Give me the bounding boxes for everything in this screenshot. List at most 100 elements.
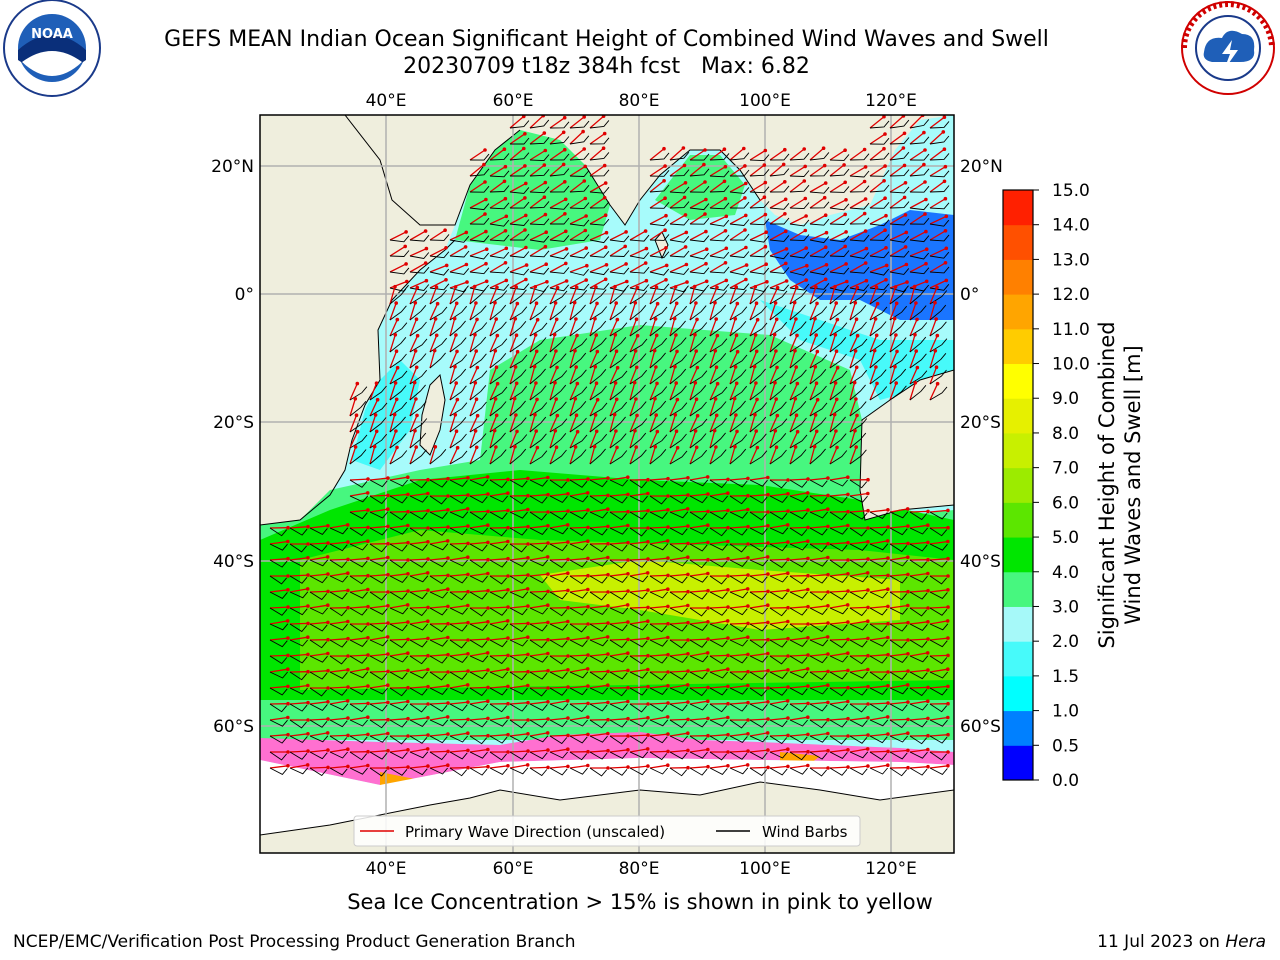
wind-barb [909,543,928,552]
wind-barb [529,450,548,465]
wind-barb [769,401,787,417]
wind-barb [429,751,448,761]
wave-direction-arrow [829,493,848,497]
wind-barb [549,418,568,433]
wave-arrow-head [855,285,860,290]
wave-arrow-head [905,280,909,284]
wave-arrow-head [466,731,470,735]
wind-barb [329,703,349,711]
wave-arrow-head [933,300,937,305]
wind-barb [609,655,628,663]
wind-barb [729,751,748,760]
wave-direction-arrow [849,492,868,497]
wind-barb [509,495,528,505]
wave-arrow-head [803,228,808,233]
wave-direction-arrow [849,541,868,545]
wave-direction-arrow [489,734,509,737]
wave-arrow-head [624,262,628,266]
wave-direction-arrow [889,281,908,289]
wind-barb [269,751,287,761]
wave-arrow-head [525,763,530,767]
wind-barb [309,607,328,615]
wave-arrow-head [786,478,790,482]
wave-direction-arrow [369,494,389,497]
wave-direction-arrow [429,350,436,369]
wave-arrow-head [686,669,690,673]
wind-barb [289,671,308,681]
wave-direction-arrow [609,263,627,273]
wave-arrow-head [894,333,898,337]
wave-arrow-head [752,364,757,369]
wave-arrow-head [546,686,550,690]
wave-direction-arrow [929,131,944,145]
wave-arrow-head [306,652,310,657]
wave-arrow-head [546,589,550,594]
wave-direction-arrow [369,622,389,625]
wind-barb [689,353,707,369]
wind-barb [409,607,428,617]
wave-arrow-head [715,285,719,290]
wave-arrow-head [785,699,790,703]
chart-title: GEFS MEAN Indian Ocean Significant Heigh… [164,27,1049,52]
wave-arrow-head [874,365,878,369]
wave-arrow-head [806,525,810,530]
wave-arrow-head [886,635,890,640]
wave-direction-arrow [269,606,289,609]
wind-barb [349,543,368,551]
wave-direction-arrow [429,446,436,465]
wave-arrow-head [685,507,690,511]
wave-direction-arrow [609,652,628,657]
wave-arrow-head [366,587,370,592]
wave-arrow-head [522,146,526,151]
wave-arrow-head [866,508,870,513]
wind-barb [589,369,607,385]
wind-barb [469,607,487,617]
wave-direction-arrow [329,686,349,689]
wind-barb [529,337,547,353]
wave-arrow-head [726,491,730,496]
wind-barb [709,623,729,631]
wind-barb [489,719,508,727]
wind-barb [669,687,689,695]
wind-barb [909,735,928,745]
wave-direction-arrow [729,286,737,305]
wind-barb [389,433,407,449]
wind-barb [589,186,610,194]
wind-barb [689,267,710,275]
wave-arrow-head [845,603,850,607]
wave-arrow-head [506,732,510,737]
wind-barb [429,591,448,599]
wind-barb [729,354,748,369]
wave-direction-arrow [729,733,748,737]
wind-barb [849,153,870,161]
wind-barb [689,217,710,225]
wave-arrow-head [584,246,588,250]
wave-direction-arrow [469,198,487,209]
wave-direction-arrow [409,734,429,737]
wave-direction-arrow [509,383,518,401]
wave-arrow-head [602,163,607,168]
wave-direction-arrow [569,733,588,737]
wave-arrow-head [426,702,430,706]
wave-arrow-head [733,444,737,449]
wave-direction-arrow [909,280,927,289]
wind-barb [409,511,428,520]
wind-barb [929,639,948,648]
wave-direction-arrow [849,318,858,337]
colorbar-tick-label: 9.0 [1052,389,1079,409]
wave-direction-arrow [689,286,696,305]
wave-arrow-head [946,539,950,544]
wind-barb [429,735,448,744]
wind-barb [669,320,686,337]
wave-direction-arrow [589,414,597,433]
wave-direction-arrow [789,148,805,161]
wave-direction-arrow [829,245,846,257]
wind-barb [849,511,868,520]
wave-arrow-head [904,230,909,235]
wind-barb [849,185,870,193]
wave-direction-arrow [369,414,377,433]
wave-direction-arrow [469,334,476,353]
wave-arrow-head [626,492,630,497]
wind-barb [689,623,708,631]
wave-arrow-head [526,524,530,529]
